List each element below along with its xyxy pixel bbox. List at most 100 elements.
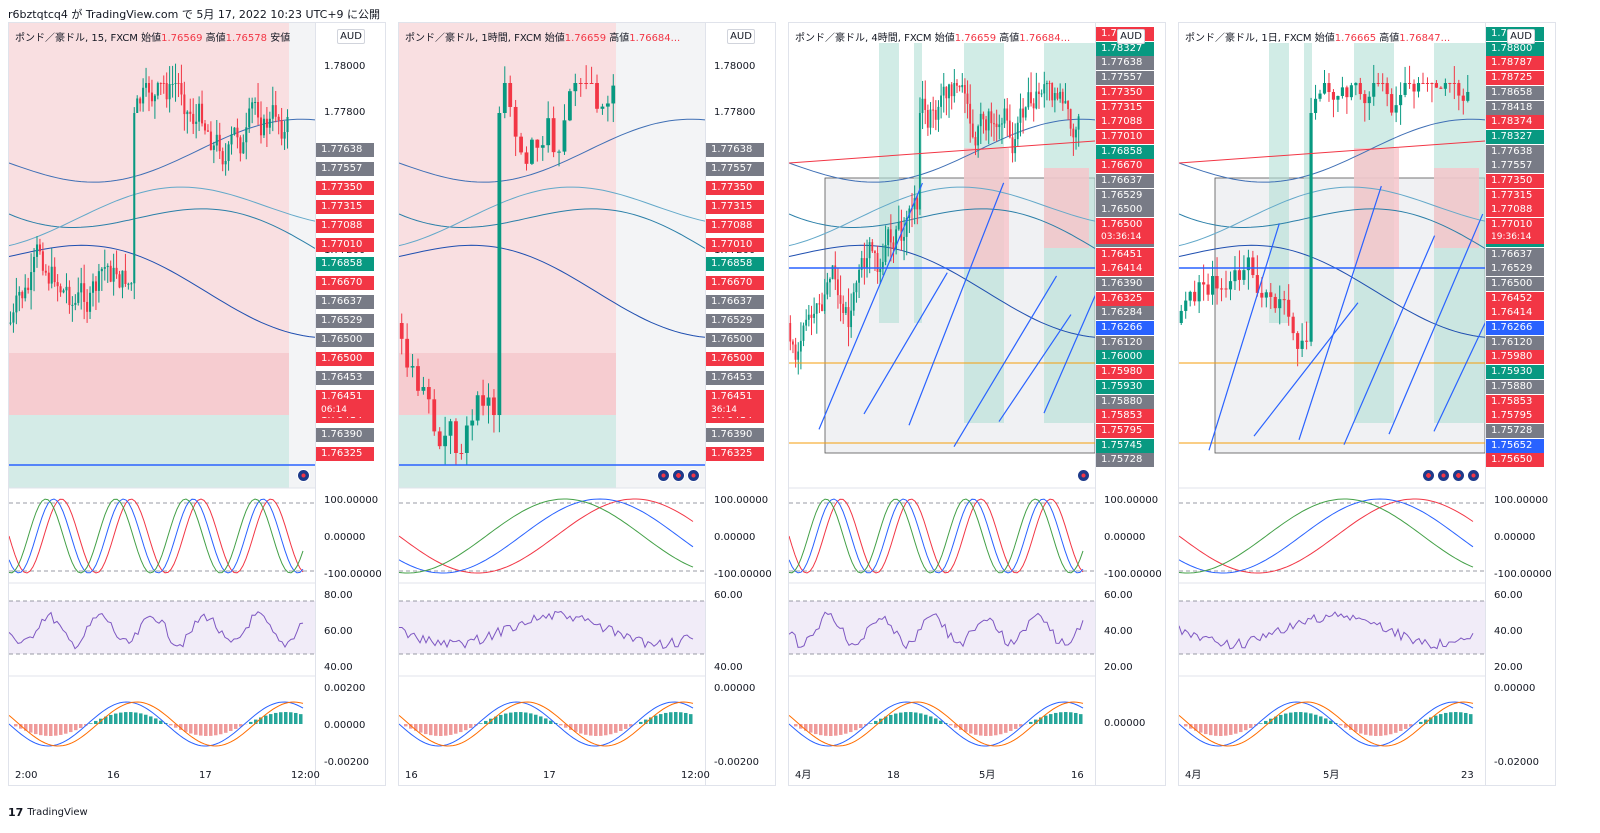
- price-scale[interactable]: 1.783741.783271.776381.775571.773501.773…: [1095, 23, 1165, 785]
- price-chart-canvas[interactable]: [789, 23, 1095, 786]
- candle-body: [810, 314, 813, 318]
- macd-histogram-bar: [1349, 724, 1353, 730]
- macd-histogram-bar: [949, 724, 953, 726]
- time-axis-label: 17: [199, 770, 212, 781]
- candle-body: [850, 310, 853, 328]
- chart-panel-1[interactable]: ポンド／豪ドル, 15, FXCM 始値1.76569 高値1.76578 安値…: [8, 22, 386, 786]
- macd-histogram-bar: [19, 724, 23, 729]
- candle-body: [977, 126, 980, 146]
- economic-event-flag-icon[interactable]: [657, 469, 670, 482]
- price-chart-canvas[interactable]: [399, 23, 705, 786]
- candle-body: [454, 421, 458, 453]
- candle-body: [1269, 292, 1273, 297]
- candle-body: [1008, 120, 1011, 138]
- price-level-tag: 1.78327: [1096, 41, 1154, 56]
- macd-histogram-bar: [924, 714, 928, 724]
- stochastic-line: [1179, 498, 1474, 574]
- economic-event-flag-icon[interactable]: [1437, 469, 1450, 482]
- rsi-axis-label: 40.00: [714, 662, 743, 673]
- macd-histogram-bar: [294, 712, 298, 724]
- time-axis-label: 12:00: [681, 770, 710, 781]
- currency-badge[interactable]: AUD: [727, 29, 755, 44]
- price-axis-label: 1.77800: [324, 107, 366, 118]
- macd-histogram-bar: [469, 724, 473, 729]
- currency-badge[interactable]: AUD: [1117, 29, 1145, 44]
- high-label: 高値: [606, 33, 630, 44]
- economic-event-flag-icon[interactable]: [1077, 469, 1090, 482]
- price-level-tag: 1.77088: [706, 219, 764, 233]
- macd-histogram-bar: [954, 724, 958, 728]
- candle-body: [136, 98, 139, 113]
- candle-body: [1000, 123, 1003, 125]
- economic-event-flag-icon[interactable]: [297, 469, 310, 482]
- price-level-tag: 1.77557: [316, 162, 374, 176]
- candle-body: [953, 83, 956, 97]
- time-axis-label: 23: [1461, 770, 1474, 781]
- price-scale[interactable]: 1.790001.788001.787871.787251.786581.784…: [1485, 23, 1555, 785]
- currency-badge[interactable]: AUD: [1507, 29, 1535, 44]
- candle-body: [165, 83, 168, 100]
- stochastic-line: [789, 498, 1084, 574]
- price-level-tag: 1.75795: [1486, 409, 1544, 424]
- blue-trend-line: [1343, 235, 1436, 445]
- candle-body: [1022, 108, 1024, 118]
- price-level-tag: 1.76500: [1096, 218, 1154, 233]
- stochastic-axis-label: 100.00000: [1494, 495, 1549, 506]
- macd-histogram-bar: [1219, 724, 1223, 736]
- rsi-band: [9, 601, 315, 654]
- candle-body: [1300, 340, 1304, 349]
- candle-body: [1193, 291, 1197, 302]
- chart-panel-3[interactable]: ポンド／豪ドル, 4時間, FXCM 始値1.76659 高値1.76684..…: [788, 22, 1166, 786]
- price-level-tag: 1.76529: [1096, 188, 1154, 203]
- candle-body: [1003, 108, 1006, 124]
- macd-histogram-bar: [1469, 714, 1473, 724]
- candle-body: [847, 307, 850, 328]
- macd-histogram-bar: [664, 712, 668, 724]
- economic-event-flag-icon[interactable]: [1467, 469, 1480, 482]
- price-scale[interactable]: 1.780001.778001.772001.776381.775571.773…: [705, 23, 775, 785]
- chart-panel-4[interactable]: ポンド／豪ドル, 1日, FXCM 始値1.76665 高値1.76847...…: [1178, 22, 1556, 786]
- macd-histogram-bar: [1264, 720, 1268, 724]
- time-axis-label: 16: [107, 770, 120, 781]
- macd-histogram-bar: [189, 724, 193, 734]
- macd-histogram-bar: [1054, 712, 1058, 724]
- price-chart-canvas[interactable]: [9, 23, 315, 786]
- macd-histogram-bar: [1389, 724, 1393, 735]
- stochastic-axis-label: 100.00000: [1104, 495, 1159, 506]
- price-level-tag: 1.76670: [706, 276, 764, 290]
- macd-histogram-bar: [829, 724, 833, 736]
- candle-body: [834, 265, 837, 280]
- candle-body: [611, 85, 616, 104]
- candle-body: [562, 120, 567, 152]
- economic-event-flag-icon[interactable]: [1422, 469, 1435, 482]
- candle-body: [1040, 93, 1043, 95]
- tradingview-footer[interactable]: 𝟭𝟳 TradingView: [8, 806, 88, 819]
- macd-histogram-bar: [984, 724, 988, 736]
- macd-histogram-bar: [1239, 724, 1243, 733]
- candle-body: [546, 118, 551, 146]
- economic-event-flag-icon[interactable]: [1452, 469, 1465, 482]
- economic-event-flag-icon[interactable]: [672, 469, 685, 482]
- blue-trend-line: [1433, 321, 1485, 432]
- candle-body: [74, 302, 77, 305]
- candle-body: [1255, 275, 1259, 293]
- candle-body: [1006, 108, 1009, 121]
- chart-panel-2[interactable]: ポンド／豪ドル, 1時間, FXCM 始値1.76659 高値1.76684..…: [398, 22, 776, 786]
- stochastic-axis-label: -100.00000: [714, 569, 772, 580]
- price-scale[interactable]: 1.780001.778001.772001.776381.775571.773…: [315, 23, 385, 785]
- time-axis-label: 4月: [1185, 770, 1202, 781]
- price-level-tag: 1.76325: [316, 447, 374, 461]
- macd-histogram-bar: [94, 720, 98, 724]
- macd-histogram-bar: [1224, 724, 1228, 736]
- economic-event-flag-icon[interactable]: [687, 469, 700, 482]
- macd-histogram-bar: [594, 724, 598, 736]
- candle-body: [1407, 83, 1412, 84]
- macd-histogram-bar: [64, 724, 68, 734]
- macd-histogram-bar: [134, 712, 138, 724]
- macd-histogram-bar: [1319, 716, 1323, 724]
- candle-body: [799, 340, 802, 352]
- candle-body: [399, 323, 404, 339]
- macd-histogram-bar: [1229, 724, 1233, 735]
- price-chart-canvas[interactable]: [1179, 23, 1485, 786]
- currency-badge[interactable]: AUD: [337, 29, 365, 44]
